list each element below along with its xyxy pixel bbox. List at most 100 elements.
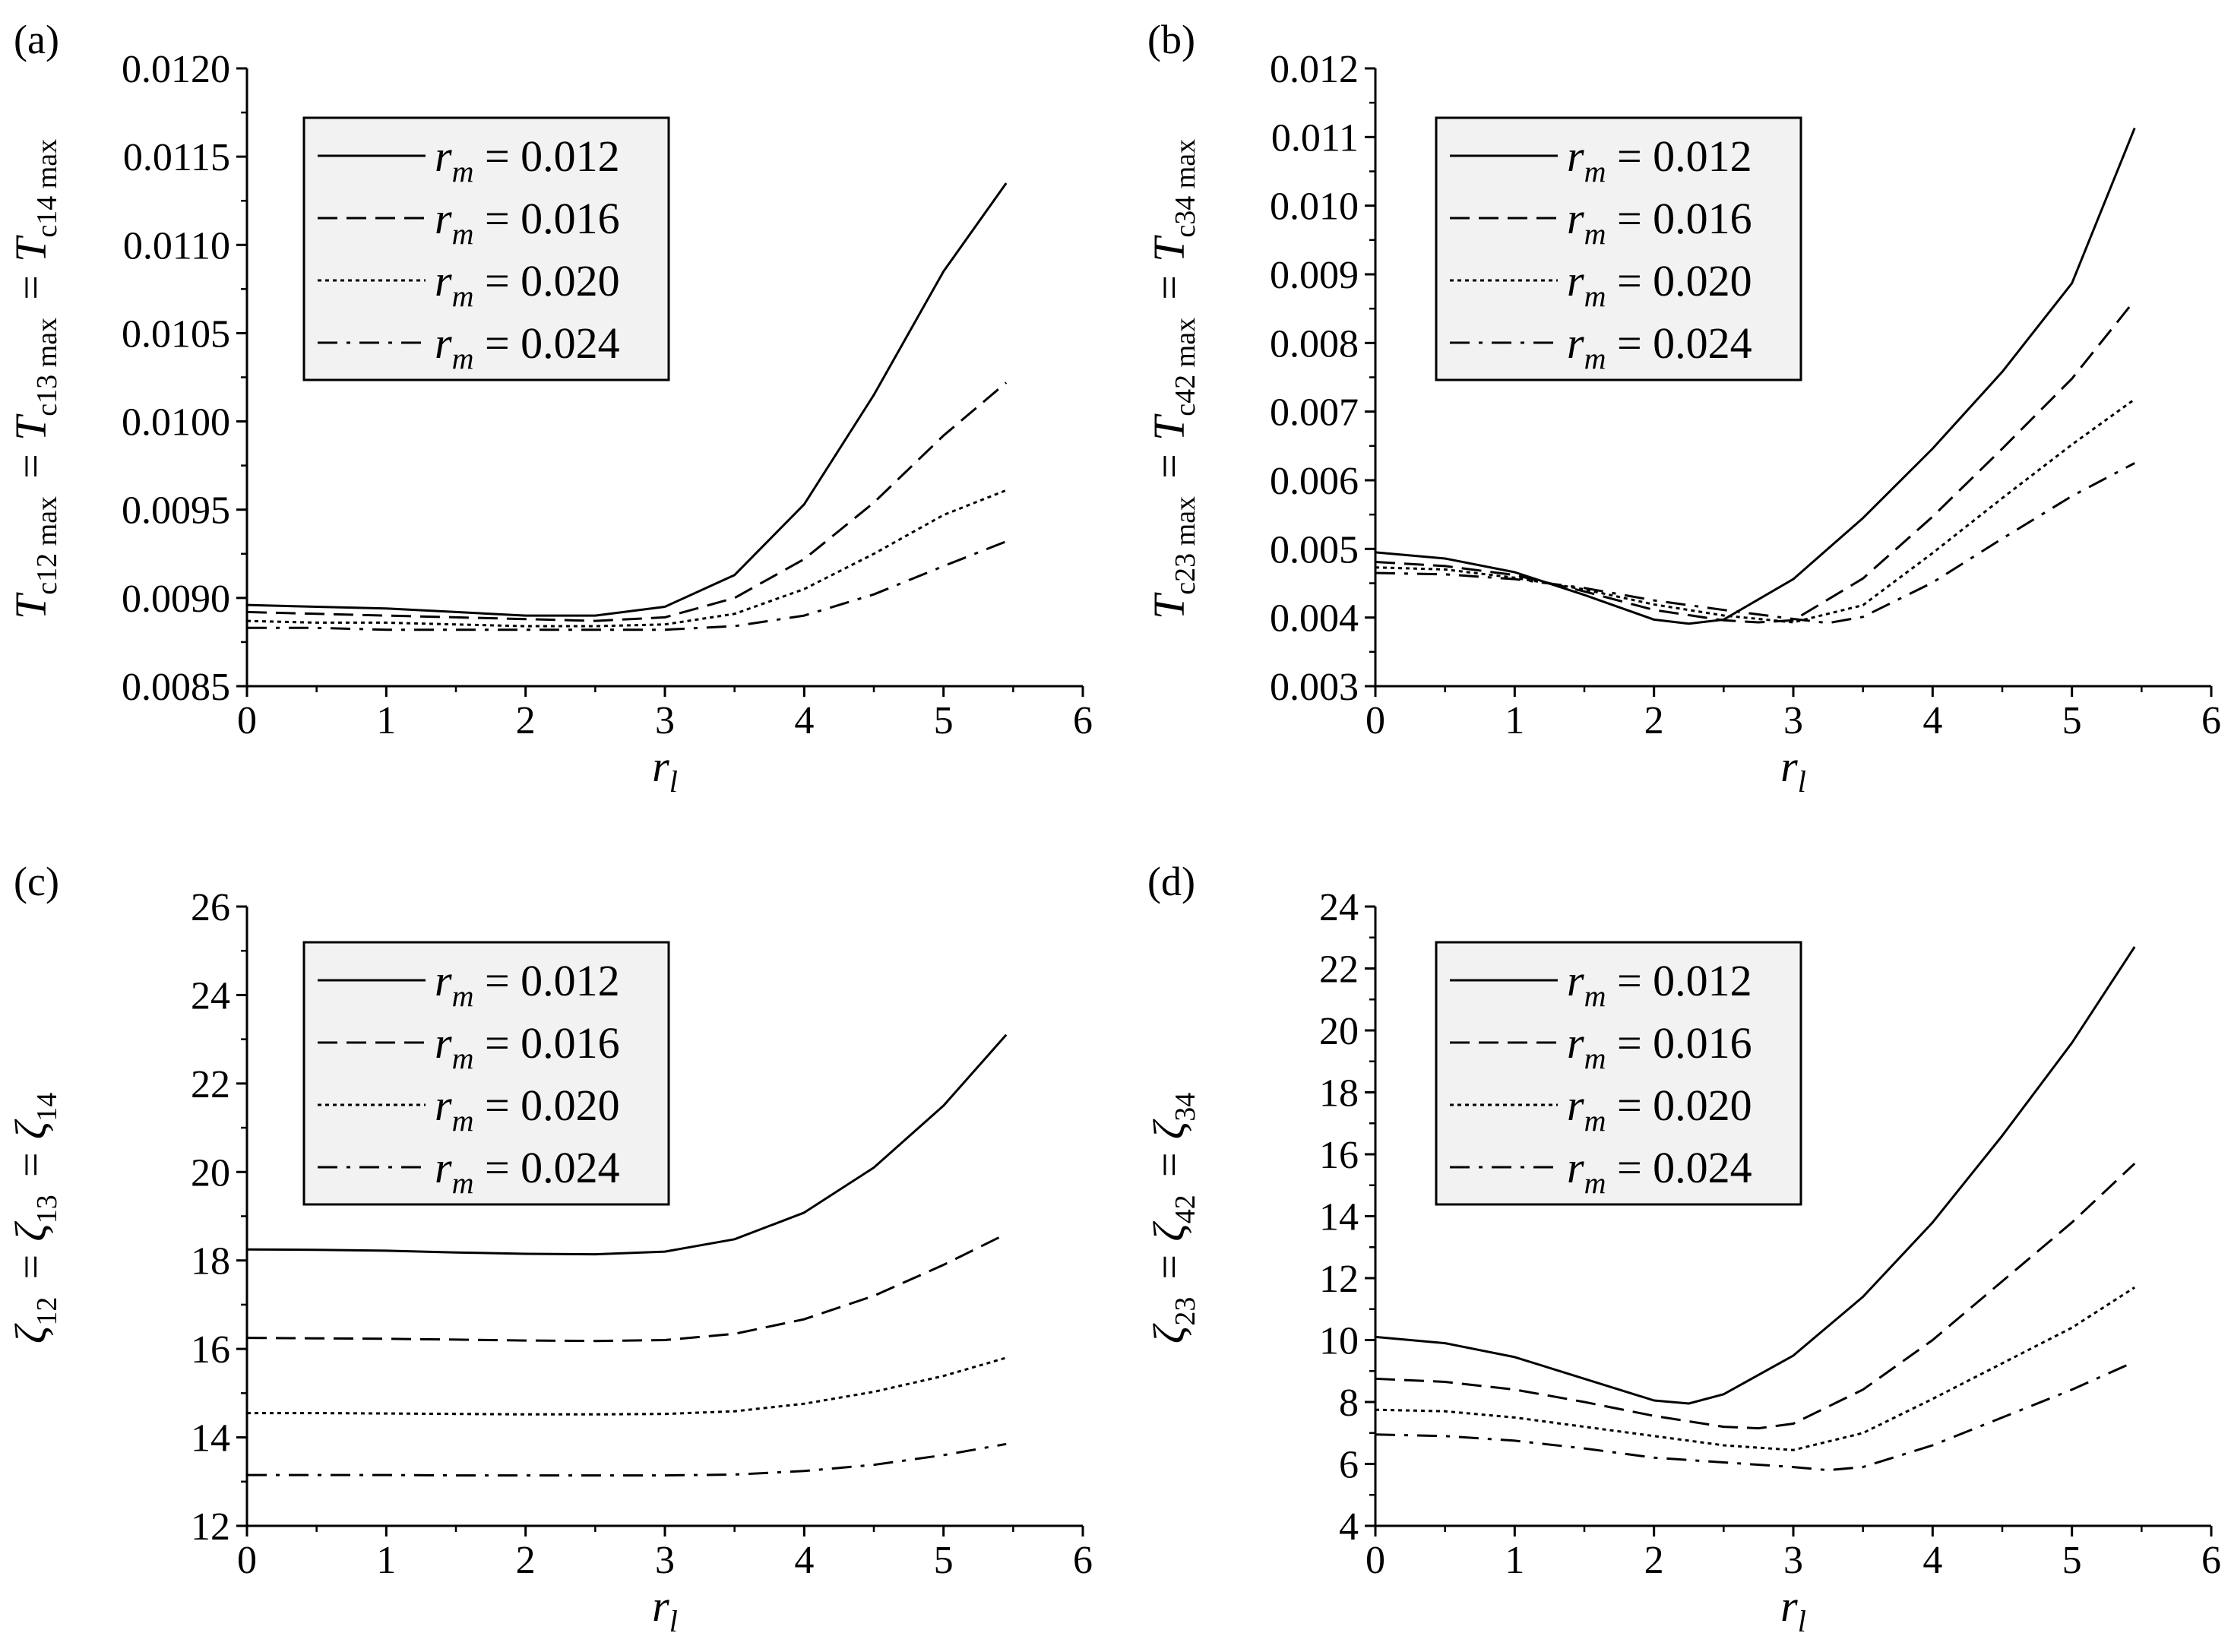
y-tick-label: 0.0110 xyxy=(123,224,230,267)
x-tick-label: 4 xyxy=(1922,699,1942,742)
legend-entry: rm = 0.020 xyxy=(1567,1081,1752,1138)
y-tick-label: 0.0085 xyxy=(122,666,230,709)
x-tick-label: 2 xyxy=(516,699,536,742)
x-tick-label: 5 xyxy=(934,1539,954,1582)
y-tick-label: 14 xyxy=(191,1417,230,1461)
y-tick-label: 12 xyxy=(1319,1258,1359,1301)
y-tick-label: 26 xyxy=(191,886,230,929)
x-tick-label: 5 xyxy=(934,699,954,742)
legend-entry: rm = 0.016 xyxy=(1567,1018,1752,1075)
series-line-dashed xyxy=(1375,299,2136,624)
x-axis-label: rl xyxy=(652,1581,678,1638)
y-tick-label: 22 xyxy=(191,1063,230,1106)
y-tick-label: 0.011 xyxy=(1271,116,1359,160)
y-axis-label: ζ23 = ζ42 = ζ34 xyxy=(1144,1089,1201,1343)
y-tick-label: 18 xyxy=(1319,1072,1359,1116)
legend-entry: rm = 0.012 xyxy=(1567,956,1752,1013)
y-tick-label: 20 xyxy=(191,1151,230,1195)
series-line-dotted xyxy=(246,489,1007,628)
series-line-dashed xyxy=(246,1233,1007,1343)
legend-entry: rm = 0.012 xyxy=(1567,131,1752,188)
legend-entry: rm = 0.016 xyxy=(435,1018,620,1075)
y-tick-label: 0.0100 xyxy=(122,401,230,445)
x-tick-label: 3 xyxy=(1783,699,1803,742)
y-tick-label: 8 xyxy=(1339,1381,1359,1425)
x-tick-label: 6 xyxy=(1073,1539,1093,1582)
legend-entry: rm = 0.012 xyxy=(435,956,620,1013)
panel-label: (b) xyxy=(1147,17,1195,62)
legend-entry: rm = 0.024 xyxy=(435,1143,620,1200)
y-tick-label: 16 xyxy=(191,1328,230,1372)
x-tick-label: 4 xyxy=(1922,1539,1942,1582)
y-tick-label: 0.012 xyxy=(1270,48,1359,91)
x-tick-label: 0 xyxy=(1365,1539,1385,1582)
legend-entry: rm = 0.020 xyxy=(435,256,620,313)
y-tick-label: 12 xyxy=(191,1505,230,1549)
y-axis-label: Tc23 max = Tc42 max = Tc34 max xyxy=(1144,135,1201,619)
x-tick-label: 3 xyxy=(655,1539,675,1582)
x-tick-label: 0 xyxy=(237,1539,257,1582)
y-tick-label: 14 xyxy=(1319,1196,1359,1239)
x-tick-label: 6 xyxy=(2201,1539,2221,1582)
y-tick-label: 0.005 xyxy=(1270,528,1359,571)
legend-entry: rm = 0.016 xyxy=(1567,194,1752,251)
x-tick-label: 0 xyxy=(237,699,257,742)
x-tick-label: 0 xyxy=(1365,699,1385,742)
x-tick-label: 4 xyxy=(794,699,814,742)
y-tick-label: 0.009 xyxy=(1270,254,1359,297)
x-tick-label: 3 xyxy=(1783,1539,1803,1582)
series-line-dashdot xyxy=(1375,462,2135,625)
series-line-solid xyxy=(246,1033,1008,1256)
x-axis-label: rl xyxy=(1780,742,1806,799)
x-tick-label: 2 xyxy=(1644,1539,1664,1582)
y-axis-label: Tc12 max = Tc13 max = Tc14 max xyxy=(6,135,63,619)
y-tick-label: 10 xyxy=(1319,1320,1359,1363)
x-axis-label: rl xyxy=(1780,1581,1806,1638)
y-tick-label: 0.004 xyxy=(1270,597,1359,641)
y-tick-label: 0.008 xyxy=(1270,322,1359,366)
x-tick-label: 1 xyxy=(1505,699,1524,742)
y-tick-label: 4 xyxy=(1339,1505,1359,1549)
y-tick-label: 0.006 xyxy=(1270,460,1359,503)
y-tick-label: 0.0105 xyxy=(122,312,230,356)
x-axis-label: rl xyxy=(652,742,678,799)
x-tick-label: 1 xyxy=(376,1539,396,1582)
legend-entry: rm = 0.016 xyxy=(435,194,620,251)
series-line-dashed xyxy=(246,381,1008,622)
chart-panel-b: (b) 0 1 2 3 4 5 6 0.003 0.004 0.005 0.006 0.007 0.008… xyxy=(1144,17,2221,799)
y-tick-label: 24 xyxy=(191,974,230,1017)
y-tick-label: 0.010 xyxy=(1270,185,1359,229)
x-tick-label: 6 xyxy=(1073,699,1093,742)
x-tick-label: 1 xyxy=(1505,1539,1524,1582)
y-tick-label: 0.0090 xyxy=(122,578,230,621)
legend-entry: rm = 0.012 xyxy=(435,131,620,188)
x-tick-label: 1 xyxy=(376,699,396,742)
legend-entry: rm = 0.024 xyxy=(1567,1143,1752,1200)
y-tick-label: 0.0115 xyxy=(123,136,230,179)
legend-entry: rm = 0.020 xyxy=(435,1081,620,1138)
y-tick-label: 16 xyxy=(1319,1134,1359,1177)
panel-label: (d) xyxy=(1147,859,1195,904)
x-tick-label: 5 xyxy=(2062,1539,2082,1582)
legend-entry: rm = 0.020 xyxy=(1567,256,1752,313)
y-tick-label: 0.0095 xyxy=(122,489,230,533)
panel-label: (c) xyxy=(14,859,59,904)
y-tick-label: 18 xyxy=(191,1240,230,1283)
series-line-dashdot xyxy=(247,1442,1007,1477)
y-tick-label: 24 xyxy=(1319,886,1359,929)
x-tick-label: 2 xyxy=(1644,699,1664,742)
legend-entry: rm = 0.024 xyxy=(435,318,620,375)
y-tick-label: 0.003 xyxy=(1270,666,1359,709)
y-tick-label: 22 xyxy=(1319,948,1359,992)
series-line-dotted xyxy=(1375,1286,2136,1451)
series-line-solid xyxy=(1375,946,2136,1405)
y-tick-label: 0.007 xyxy=(1270,391,1359,435)
chart-panel-a: (a) 0 1 2 3 4 5 6 0.0085 0.0090 0.0095 0.0100 0.0105… xyxy=(6,17,1093,799)
series-line-dotted xyxy=(1375,398,2136,624)
x-tick-label: 2 xyxy=(516,1539,536,1582)
x-tick-label: 4 xyxy=(794,1539,814,1582)
series-line-solid xyxy=(246,182,1008,617)
